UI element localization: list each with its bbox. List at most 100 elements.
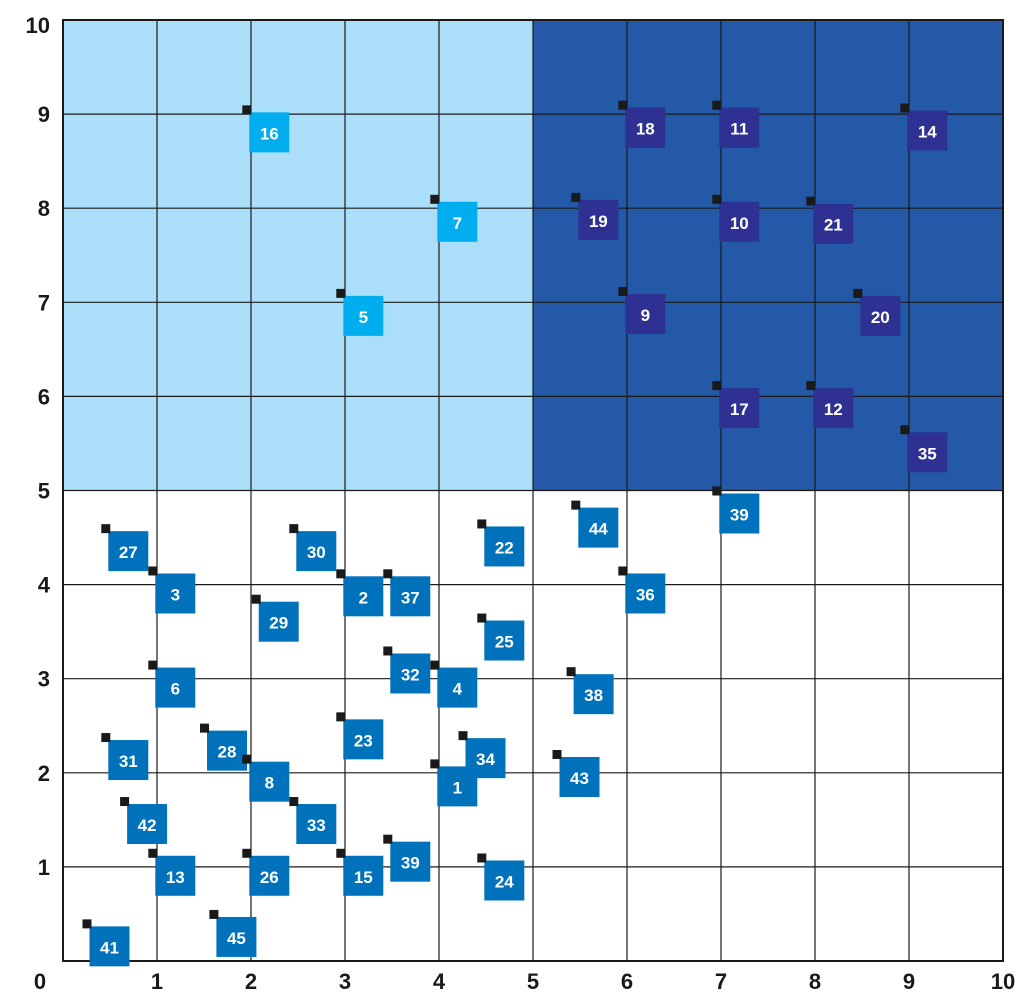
point-box <box>343 719 384 760</box>
data-point: 21 <box>806 196 854 244</box>
point-marker <box>251 594 261 604</box>
y-tick-label: 6 <box>38 384 50 409</box>
point-marker <box>477 853 487 863</box>
point-box <box>155 855 196 896</box>
point-label: 37 <box>401 588 420 607</box>
data-point: 11 <box>712 100 760 148</box>
data-point: 8 <box>242 754 290 802</box>
x-tick-label: 9 <box>903 969 915 994</box>
data-point: 28 <box>200 723 247 771</box>
point-marker <box>336 288 346 298</box>
point-label: 18 <box>636 120 655 139</box>
point-box <box>578 199 619 240</box>
point-box <box>813 388 854 429</box>
data-point: 36 <box>618 566 666 614</box>
data-point: 6 <box>148 660 196 708</box>
point-box <box>907 110 948 151</box>
point-box <box>155 667 196 708</box>
point-box <box>484 620 525 661</box>
data-point: 5 <box>336 288 384 336</box>
point-marker <box>383 646 393 656</box>
data-point: 14 <box>900 103 948 151</box>
point-marker <box>82 919 92 929</box>
point-box <box>437 201 478 242</box>
x-tick-label: 1 <box>151 969 163 994</box>
data-point: 33 <box>289 797 337 845</box>
data-point: 7 <box>430 194 478 242</box>
data-point: 34 <box>458 731 506 779</box>
point-box <box>155 573 196 614</box>
point-box <box>390 576 431 617</box>
point-marker <box>712 100 722 110</box>
point-label: 13 <box>166 868 185 887</box>
x-tick-label: 10 <box>991 969 1015 994</box>
point-label: 39 <box>730 506 749 525</box>
point-box <box>437 766 478 807</box>
point-marker <box>101 733 111 743</box>
y-tick-label: 7 <box>38 290 50 315</box>
data-point: 29 <box>251 594 299 642</box>
data-point: 37 <box>383 569 431 617</box>
point-marker <box>336 569 346 579</box>
point-label: 43 <box>570 769 589 788</box>
x-tick-label: 0 <box>34 969 46 994</box>
point-marker <box>289 524 299 534</box>
point-label: 39 <box>401 854 420 873</box>
x-tick-label: 2 <box>245 969 257 994</box>
point-box <box>437 667 478 708</box>
point-marker <box>571 192 581 202</box>
point-label: 21 <box>824 216 843 235</box>
point-marker <box>101 524 111 534</box>
point-label: 34 <box>476 750 495 769</box>
point-box <box>207 730 247 771</box>
point-box <box>625 573 666 614</box>
point-marker <box>148 848 158 858</box>
point-marker <box>618 100 628 110</box>
point-label: 14 <box>918 123 937 142</box>
point-label: 38 <box>584 686 603 705</box>
y-tick-label: 3 <box>38 667 50 692</box>
point-label: 7 <box>453 214 462 233</box>
point-box <box>343 576 384 617</box>
point-label: 1 <box>453 778 462 797</box>
y-tick-label: 8 <box>38 196 50 221</box>
x-tick-label: 4 <box>433 969 446 994</box>
point-box <box>296 804 337 845</box>
point-label: 16 <box>260 124 279 143</box>
region-2 <box>533 20 1003 491</box>
point-box <box>573 674 614 715</box>
point-label: 27 <box>119 543 138 562</box>
data-point: 17 <box>712 381 760 429</box>
point-label: 30 <box>307 543 326 562</box>
data-point: 45 <box>209 909 257 957</box>
point-label: 32 <box>401 665 420 684</box>
data-point: 10 <box>712 194 760 242</box>
point-label: 25 <box>495 633 514 652</box>
point-label: 36 <box>636 585 655 604</box>
y-axis-tick-labels: 10 9 8 7 6 5 4 3 2 1 <box>26 13 51 880</box>
x-tick-label: 3 <box>339 969 351 994</box>
data-point: 41 <box>82 919 130 967</box>
point-marker <box>200 723 209 733</box>
point-label: 10 <box>730 214 749 233</box>
data-point: 39 <box>712 486 760 534</box>
point-label: 35 <box>918 444 937 463</box>
point-label: 11 <box>730 120 748 139</box>
data-point: 16 <box>242 105 290 153</box>
point-marker <box>900 103 910 113</box>
data-point: 20 <box>853 288 901 336</box>
point-label: 19 <box>589 212 608 231</box>
point-marker <box>618 287 628 297</box>
point-marker <box>477 613 487 623</box>
point-box <box>249 855 290 896</box>
point-marker <box>552 749 562 759</box>
data-point: 2 <box>336 569 384 617</box>
point-box <box>249 112 290 153</box>
point-box <box>390 841 431 882</box>
point-marker <box>566 667 576 677</box>
point-marker <box>430 194 440 204</box>
point-marker <box>900 425 910 435</box>
point-marker <box>242 105 252 115</box>
point-marker <box>806 196 816 206</box>
point-label: 41 <box>100 938 119 957</box>
